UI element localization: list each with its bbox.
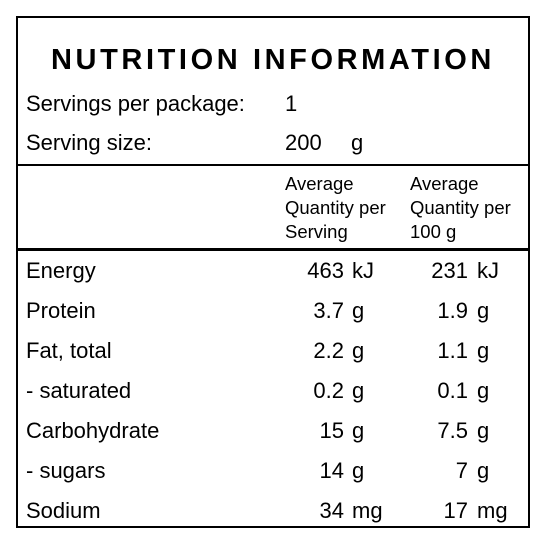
per100-value: 1.9 xyxy=(437,298,468,323)
serving-size-value: 200 xyxy=(285,130,322,155)
panel-title: NUTRITION INFORMATION xyxy=(51,44,495,76)
column-header-line: Average xyxy=(410,173,479,194)
serving-value: 0.2 xyxy=(313,378,344,403)
column-header-line: 100 g xyxy=(410,221,457,242)
column-header-line: Quantity per xyxy=(410,197,511,218)
serving-value: 14 xyxy=(319,458,344,483)
nutrient-name: Energy xyxy=(26,258,96,283)
column-header-line: Average xyxy=(285,173,354,194)
serving-value: 2.2 xyxy=(313,338,344,363)
serving-unit: g xyxy=(352,458,365,483)
serving-value: 463 xyxy=(307,258,344,283)
serving-unit: g xyxy=(352,298,365,323)
servings-per-package-value: 1 xyxy=(285,91,298,116)
per100-value: 7 xyxy=(455,458,468,483)
serving-value: 34 xyxy=(319,498,344,523)
column-header-line: Serving xyxy=(285,221,348,242)
per100-unit: kJ xyxy=(477,258,499,283)
serving-value: 3.7 xyxy=(313,298,344,323)
per100-value: 0.1 xyxy=(437,378,468,403)
serving-unit: g xyxy=(352,338,365,363)
column-header-per-serving: Average Quantity per Serving xyxy=(285,172,386,244)
per100-unit: g xyxy=(477,458,490,483)
per100-unit: g xyxy=(477,418,490,443)
per100-value: 7.5 xyxy=(437,418,468,443)
per100-unit: g xyxy=(477,338,490,363)
per100-unit: g xyxy=(477,298,490,323)
nutrient-name: Fat, total xyxy=(26,338,112,363)
servings-per-package-label: Servings per package: xyxy=(26,91,245,116)
divider-thin xyxy=(18,164,528,166)
per100-value: 231 xyxy=(431,258,468,283)
divider-thick xyxy=(18,248,528,251)
serving-unit: g xyxy=(352,418,365,443)
nutrition-information-panel: NUTRITION INFORMATION Servings per packa… xyxy=(16,16,530,528)
nutrient-name: - sugars xyxy=(26,458,106,483)
serving-unit: kJ xyxy=(352,258,374,283)
serving-size-unit: g xyxy=(351,130,364,155)
nutrient-name: Protein xyxy=(26,298,96,323)
serving-unit: mg xyxy=(352,498,383,523)
column-header-line: Quantity per xyxy=(285,197,386,218)
per100-unit: mg xyxy=(477,498,508,523)
nutrient-name: Sodium xyxy=(26,498,101,523)
per100-unit: g xyxy=(477,378,490,403)
per100-value: 17 xyxy=(443,498,468,523)
nutrient-name: Carbohydrate xyxy=(26,418,160,443)
nutrient-name: - saturated xyxy=(26,378,132,403)
column-header-per-100g: Average Quantity per 100 g xyxy=(410,172,511,244)
per100-value: 1.1 xyxy=(437,338,468,363)
serving-size-label: Serving size: xyxy=(26,130,152,155)
serving-value: 15 xyxy=(319,418,344,443)
serving-unit: g xyxy=(352,378,365,403)
